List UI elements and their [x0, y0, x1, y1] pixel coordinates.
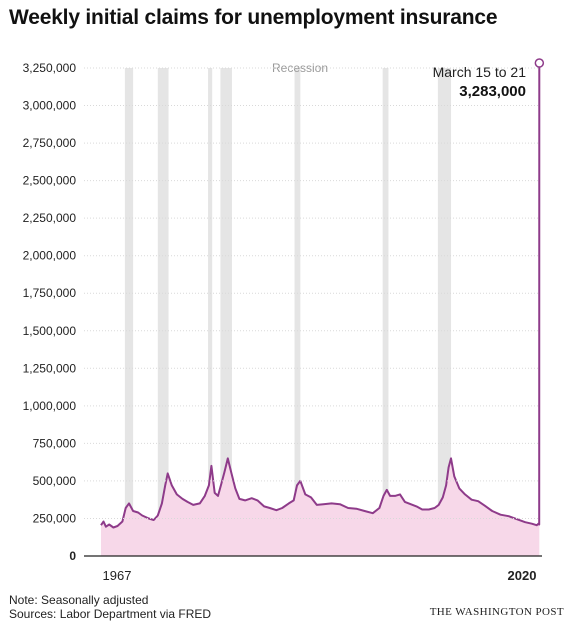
y-tick-label: 1,000,000 [23, 399, 77, 413]
y-tick-label: 500,000 [33, 474, 77, 488]
peak-callout: March 15 to 21 3,283,000 [433, 58, 545, 100]
x-tick-label: 1967 [103, 568, 132, 583]
recession-bands [124, 68, 452, 556]
publisher-credit: THE WASHINGTON POST [429, 606, 564, 618]
x-tick-label: 2020 [508, 568, 537, 583]
peak-marker [534, 58, 545, 68]
recession-band [382, 68, 389, 556]
y-tick-label: 3,250,000 [23, 61, 77, 75]
recession-band [220, 68, 232, 556]
recession-band [208, 68, 213, 556]
y-tick-label: 750,000 [33, 436, 77, 450]
y-tick-label: 3,000,000 [23, 99, 77, 113]
y-tick-label: 250,000 [33, 511, 77, 525]
recession-band [157, 68, 169, 556]
callout-label: March 15 to 21 [433, 64, 527, 80]
footnote: Note: Seasonally adjusted [9, 593, 149, 607]
y-tick-label: 0 [69, 549, 76, 563]
axes: 0 250,000 500,000 750,000 1,000,000 1,250,000… [23, 61, 542, 583]
series-line [100, 62, 541, 529]
recession-band [437, 68, 452, 556]
area-series [100, 62, 541, 556]
chart-title: Weekly initial claims for unemployment i… [9, 6, 498, 29]
y-tick-label: 2,750,000 [23, 136, 77, 150]
sources-note: Sources: Labor Department via FRED [9, 607, 212, 621]
y-tick-label: 2,250,000 [23, 211, 77, 225]
y-tick-label: 1,250,000 [23, 361, 77, 375]
recession-band [294, 68, 301, 556]
y-tick-label: 2,000,000 [23, 249, 77, 263]
callout-value: 3,283,000 [459, 83, 526, 100]
y-tick-label: 1,500,000 [23, 324, 77, 338]
recession-band [124, 68, 134, 556]
y-tick-label: 1,750,000 [23, 286, 77, 300]
y-tick-label: 2,500,000 [23, 174, 77, 188]
